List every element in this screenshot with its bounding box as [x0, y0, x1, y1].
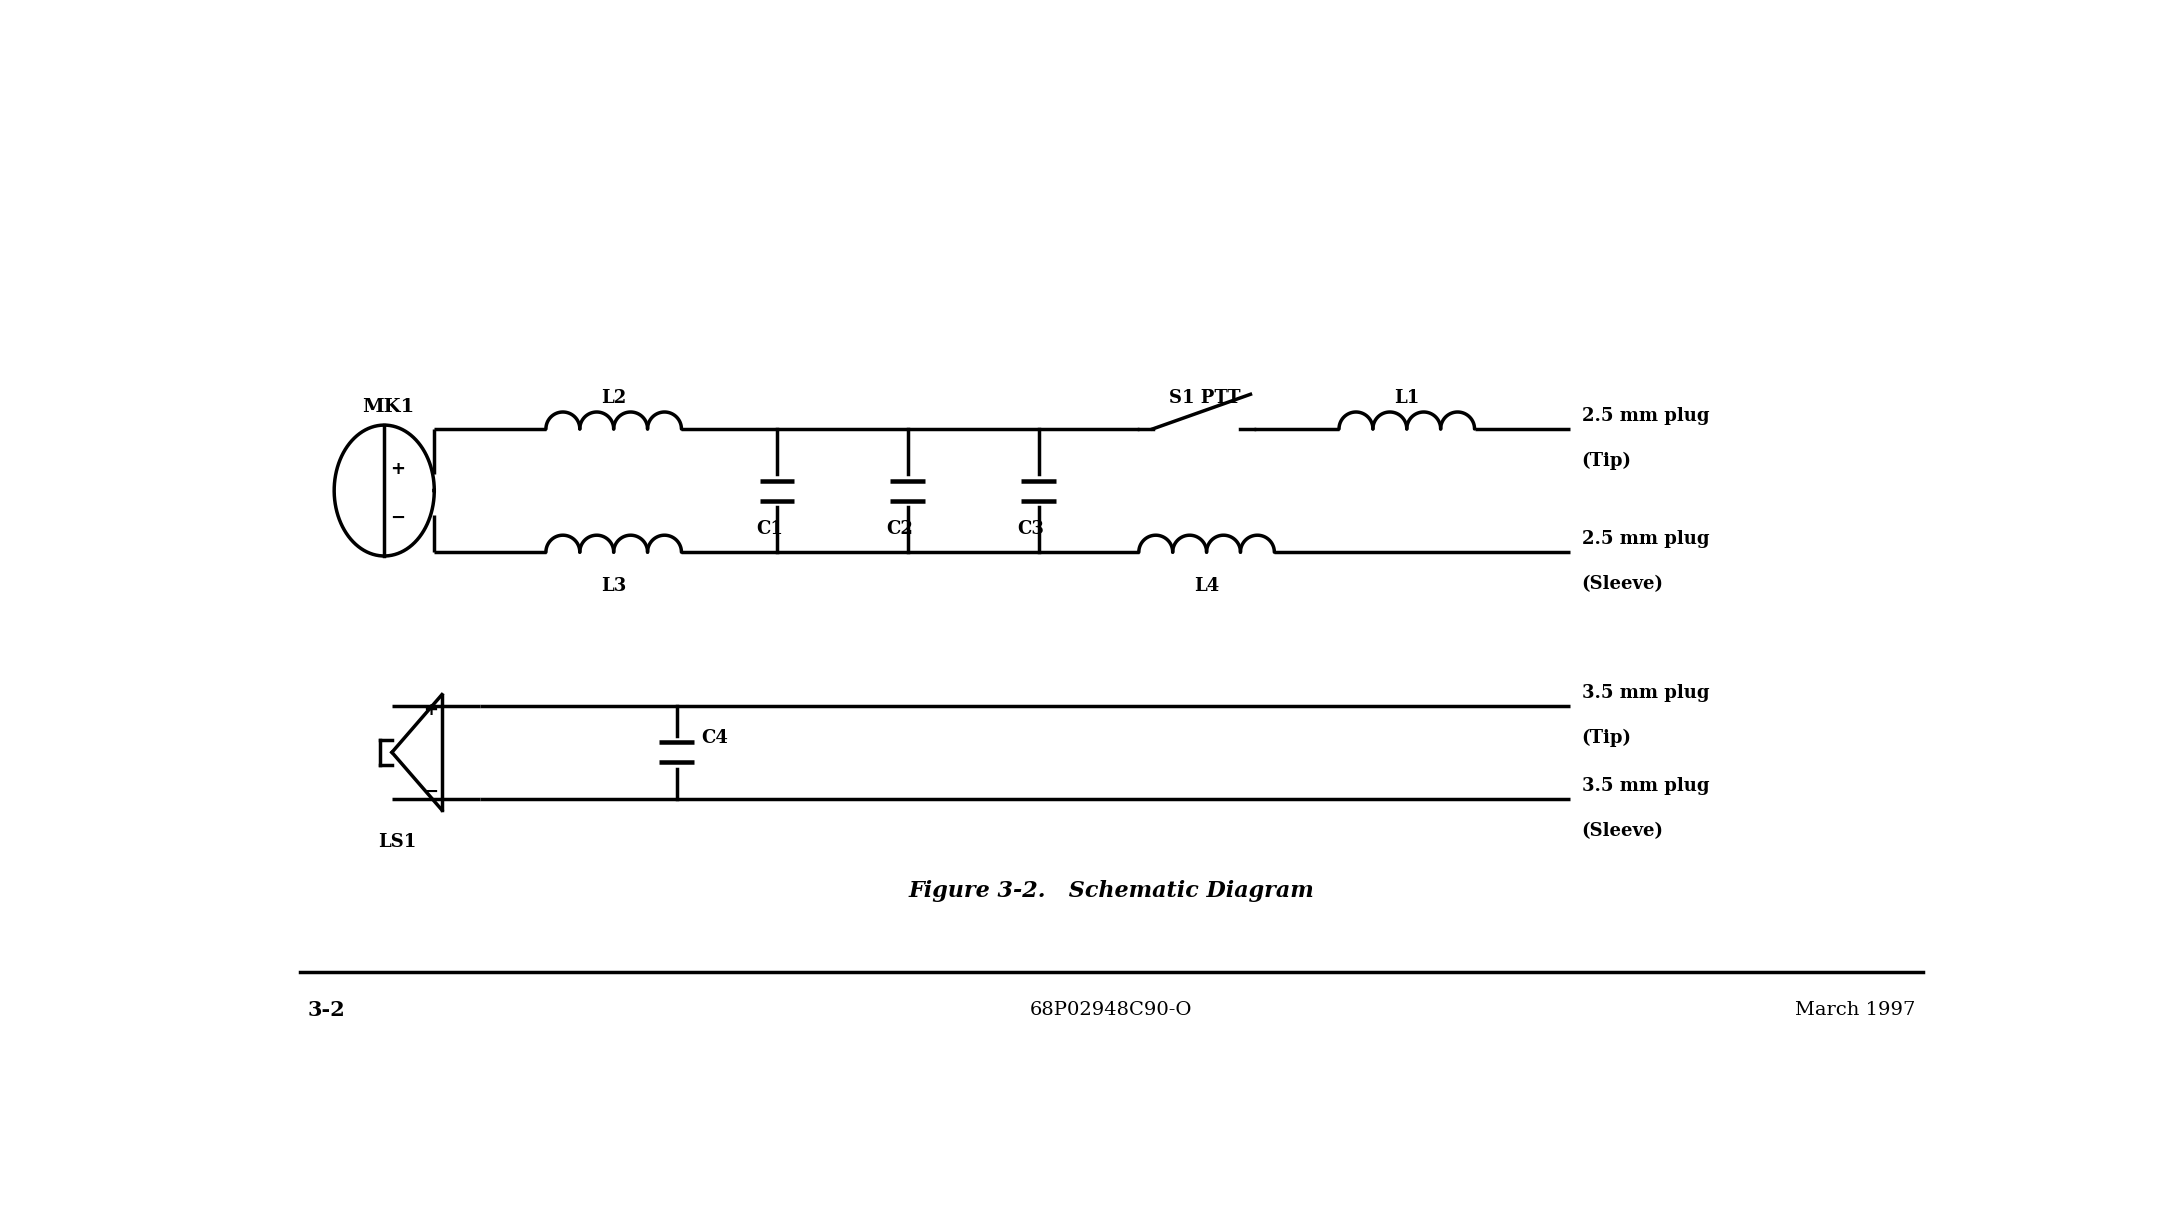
Text: L3: L3: [601, 576, 627, 595]
Text: L1: L1: [1394, 390, 1420, 407]
Text: C2: C2: [887, 520, 913, 538]
Text: (Sleeve): (Sleeve): [1583, 575, 1663, 593]
Text: (Tip): (Tip): [1583, 729, 1633, 748]
Text: C1: C1: [757, 520, 783, 538]
Text: 68P02948C90-O: 68P02948C90-O: [1030, 1002, 1192, 1019]
Text: 2.5 mm plug: 2.5 mm plug: [1583, 407, 1708, 425]
Text: LS1: LS1: [377, 834, 416, 851]
Text: −: −: [390, 509, 405, 526]
Text: +: +: [390, 460, 405, 478]
Text: Figure 3-2.   Schematic Diagram: Figure 3-2. Schematic Diagram: [908, 880, 1314, 902]
Text: (Sleeve): (Sleeve): [1583, 821, 1663, 840]
Text: 3-2: 3-2: [308, 1000, 345, 1020]
Text: 3.5 mm plug: 3.5 mm plug: [1583, 684, 1708, 702]
Text: March 1997: March 1997: [1795, 1002, 1914, 1019]
Text: S1 PTT: S1 PTT: [1169, 390, 1240, 407]
Text: (Tip): (Tip): [1583, 452, 1633, 471]
Text: +: +: [423, 701, 438, 718]
Text: C4: C4: [702, 729, 728, 748]
Text: L4: L4: [1195, 576, 1218, 595]
Text: MK1: MK1: [362, 398, 414, 416]
Text: 3.5 mm plug: 3.5 mm plug: [1583, 777, 1708, 794]
Text: −: −: [423, 783, 438, 802]
Text: 2.5 mm plug: 2.5 mm plug: [1583, 531, 1708, 548]
Text: L2: L2: [601, 390, 627, 407]
Text: C3: C3: [1017, 520, 1045, 538]
